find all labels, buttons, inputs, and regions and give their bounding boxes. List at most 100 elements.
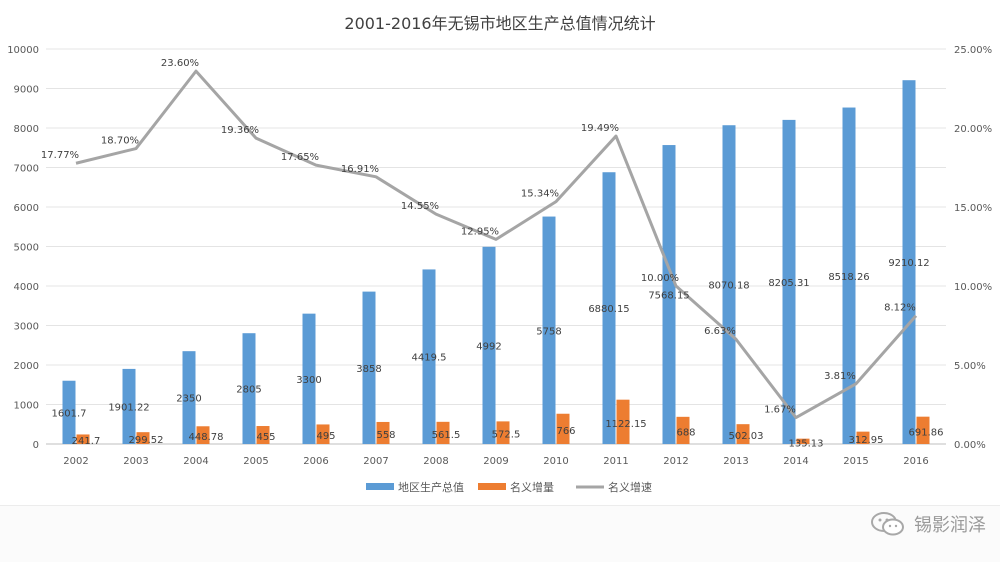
bar-gdp: [242, 333, 256, 444]
x-tick-label: 2008: [423, 456, 448, 467]
y-left-tick-label: 4000: [14, 282, 39, 293]
data-label-gdp: 1601.7: [52, 408, 87, 419]
data-label-increment: 558: [376, 430, 395, 441]
data-label-rate: 18.70%: [101, 136, 139, 147]
x-tick-label: 2015: [843, 456, 868, 467]
y-right-tick-label: 15.00%: [954, 203, 992, 214]
y-left-tick-label: 0: [33, 440, 39, 451]
y-right-tick-label: 5.00%: [954, 361, 986, 372]
data-label-rate: 8.12%: [884, 303, 916, 314]
data-label-gdp: 6880.15: [588, 304, 629, 315]
y-left-tick-label: 7000: [14, 164, 39, 175]
data-label-increment: 502.03: [729, 431, 764, 442]
data-label-gdp: 8205.31: [768, 278, 809, 289]
data-label-increment: 1122.15: [605, 419, 646, 430]
data-label-gdp: 8518.26: [828, 272, 869, 283]
x-tick-label: 2009: [483, 456, 508, 467]
data-label-gdp: 7568.15: [648, 291, 689, 302]
x-tick-label: 2011: [603, 456, 628, 467]
y-left-tick-label: 2000: [14, 361, 39, 372]
bar-gdp: [602, 172, 616, 444]
y-right-tick-label: 20.00%: [954, 124, 992, 135]
data-label-gdp: 2350: [176, 394, 201, 405]
x-tick-label: 2007: [363, 456, 388, 467]
legend-swatch: [478, 483, 506, 490]
y-left-tick-label: 8000: [14, 124, 39, 135]
data-label-gdp: 5758: [536, 326, 561, 337]
bar-gdp: [302, 313, 316, 444]
legend-label: 名义增量: [510, 480, 554, 494]
bar-gdp: [122, 368, 136, 444]
y-left-tick-label: 6000: [14, 203, 39, 214]
data-label-increment: 561.5: [432, 430, 461, 441]
chart-title: 2001-2016年无锡市地区生产总值情况统计: [344, 14, 656, 33]
data-label-rate: 23.60%: [161, 58, 199, 69]
bar-increment: [796, 438, 810, 444]
bar-increment: [856, 431, 870, 444]
bar-gdp: [902, 80, 916, 444]
data-label-rate: 19.49%: [581, 123, 619, 134]
y-right-tick-label: 25.00%: [954, 45, 992, 56]
bar-increment: [196, 426, 210, 444]
bar-gdp: [722, 125, 736, 444]
x-tick-label: 2003: [123, 456, 148, 467]
data-label-gdp: 9210.12: [888, 258, 929, 269]
y-left-tick-label: 1000: [14, 401, 39, 412]
data-label-rate: 16.91%: [341, 164, 379, 175]
bar-increment: [736, 424, 750, 444]
legend-label: 地区生产总值: [398, 480, 464, 494]
data-label-gdp: 4992: [476, 341, 501, 352]
bar-increment: [256, 426, 270, 444]
data-label-rate: 17.65%: [281, 152, 319, 163]
data-label-increment: 495: [316, 431, 335, 442]
data-label-rate: 14.55%: [401, 201, 439, 212]
bar-increment: [916, 416, 930, 444]
x-tick-label: 2012: [663, 456, 688, 467]
bar-increment: [76, 434, 90, 444]
watermark: 锡影润泽: [870, 511, 986, 537]
bar-increment: [316, 424, 330, 444]
x-tick-label: 2014: [783, 456, 808, 467]
data-label-gdp: 3858: [356, 364, 381, 375]
bar-gdp: [362, 291, 376, 444]
line-growth-rate: [75, 69, 918, 420]
data-label-increment: 312.95: [849, 435, 884, 446]
data-label-increment: 691.86: [909, 427, 944, 438]
bar-gdp: [62, 380, 76, 444]
data-label-rate: 12.95%: [461, 226, 499, 237]
y-right-tick-label: 10.00%: [954, 282, 992, 293]
data-label-gdp: 2805: [236, 385, 261, 396]
x-tick-label: 2004: [183, 456, 208, 467]
bar-gdp: [662, 145, 676, 444]
data-label-rate: 3.81%: [824, 371, 856, 382]
bar-increment: [376, 421, 390, 444]
data-label-rate: 6.63%: [704, 326, 736, 337]
legend-label: 名义增速: [608, 480, 652, 494]
data-label-increment: 299.52: [129, 435, 164, 446]
bar-increment: [556, 413, 570, 444]
data-label-gdp: 3300: [296, 375, 321, 386]
bar-gdp: [182, 351, 196, 444]
wechat-icon: [871, 512, 904, 536]
y-left-tick-label: 3000: [14, 322, 39, 333]
data-label-rate: 10.00%: [641, 273, 679, 284]
bar-increment: [436, 421, 450, 444]
y-left-tick-label: 5000: [14, 243, 39, 254]
data-label-gdp: 8070.18: [708, 281, 749, 292]
bar-gdp: [842, 107, 856, 444]
bar-gdp: [482, 246, 496, 444]
data-label-rate: 17.77%: [41, 150, 79, 161]
x-tick-label: 2006: [303, 456, 328, 467]
data-label-rate: 19.36%: [221, 125, 259, 136]
bar-increment: [616, 399, 630, 444]
data-label-gdp: 4419.5: [412, 353, 447, 364]
y-right-tick-label: 0.00%: [954, 440, 986, 451]
y-left-tick-label: 10000: [7, 45, 39, 56]
watermark-text: 锡影润泽: [914, 515, 986, 536]
data-label-increment: 688: [676, 427, 695, 438]
data-label-gdp: 1901.22: [108, 402, 149, 413]
data-label-increment: 448.78: [189, 432, 224, 443]
data-label-increment: 241.7: [72, 436, 101, 447]
data-label-increment: 572.5: [492, 430, 521, 441]
